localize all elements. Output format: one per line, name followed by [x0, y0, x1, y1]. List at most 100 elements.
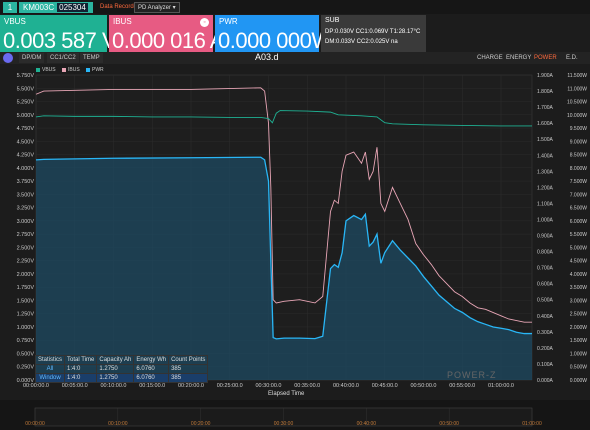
y-tick-amp: 1.300A	[537, 169, 554, 175]
legend-vbus-swatch	[36, 68, 40, 72]
x-tick: 00:55:00.0	[449, 383, 475, 389]
stats-cell: 6.0760	[133, 364, 170, 374]
stats-cell: 385	[168, 373, 209, 383]
main-chart[interactable]: 0.000V 0.250V 0.500V 0.750V 1.000V 1.250V 1.50…	[0, 64, 590, 400]
zero-current-icon[interactable]: ◦	[200, 18, 209, 27]
pwr-area	[36, 157, 532, 380]
stats-cell: 1.2750	[96, 364, 135, 374]
chart-title: A03.d	[255, 52, 279, 62]
chart-header: DP/DM CC1/CC2 TEMP A03.d CHARGE ENERGY P…	[0, 52, 590, 64]
x-tick: 00:40:00.0	[333, 383, 359, 389]
tab-charge[interactable]: CHARGE	[477, 55, 503, 61]
legend-pwr-label: PWR	[92, 67, 104, 73]
overview-tick: 00:50:00	[439, 421, 459, 427]
stats-cell: 1:4:0	[64, 373, 98, 383]
overview-tick: 00:00:00	[25, 421, 45, 427]
y-tick-amp: 1.000A	[537, 217, 554, 223]
y-tick-watt: 9.500W	[570, 126, 588, 132]
pd-analyzer-dropdown[interactable]: PD Analyzer ▾	[134, 2, 180, 13]
y-tick-volt: 4.000V	[17, 166, 35, 172]
y-tick-volt: 4.750V	[17, 126, 35, 132]
x-tick: 01:00:00.0	[488, 383, 514, 389]
y-tick-amp: 1.500A	[537, 137, 554, 143]
y-tick-amp: 0.700A	[537, 266, 554, 272]
y-tick-volt: 3.500V	[17, 192, 35, 198]
device-index[interactable]: 1	[3, 2, 17, 13]
vbus-value: 0.003 587 V	[3, 28, 117, 53]
tab-temp[interactable]: TEMP	[80, 53, 103, 63]
tab-power[interactable]: POWER	[534, 55, 557, 61]
x-tick: 00:35:00.0	[294, 383, 320, 389]
y-tick-amp: 0.600A	[537, 282, 554, 288]
y-tick-volt: 4.500V	[17, 139, 35, 145]
x-axis-label: Elapsed Time	[268, 391, 305, 397]
device-selector[interactable]: KM003C 025304	[19, 2, 93, 13]
stats-header: Count Points	[168, 355, 209, 365]
y-tick-watt: 2.500W	[570, 312, 588, 318]
y-tick-watt: 7.000W	[570, 192, 588, 198]
y-tick-watt: 3.500W	[570, 285, 588, 291]
ibus-meter: IBUS ◦ 0.000 016 A	[109, 15, 224, 53]
y-tick-volt: 1.750V	[17, 285, 35, 291]
sub-label: SUB	[325, 17, 340, 24]
y-tick-amp: 1.900A	[537, 73, 554, 79]
legend-vbus-label: VBUS	[42, 67, 56, 73]
y-tick-volt: 2.750V	[17, 232, 35, 238]
y-tick-volt: 3.250V	[17, 206, 35, 212]
pwr-value: 0.000 000W	[218, 28, 332, 53]
legend-pwr[interactable]: PWR	[86, 67, 104, 73]
y-tick-watt: 0.500W	[570, 365, 588, 371]
y-tick-watt: 6.500W	[570, 206, 588, 212]
y-tick-amp: 0.500A	[537, 298, 554, 304]
y-tick-watt: 10.000W	[567, 113, 587, 119]
tab-cc[interactable]: CC1/CC2	[47, 53, 79, 63]
y-tick-watt: 3.000W	[570, 298, 588, 304]
top-bar: 1 KM003C 025304 Data Recorder PD Analyzer…	[0, 0, 590, 14]
ibus-label: IBUS	[113, 17, 132, 26]
y-tick-amp: 0.100A	[537, 362, 554, 368]
data-recorder-button[interactable]: Data Recorder	[100, 4, 140, 10]
y-tick-amp: 1.700A	[537, 105, 554, 111]
sub-meter: SUB DP:0.030V CC1:0.069V T1:28.17°C DM:0…	[321, 15, 426, 52]
x-tick: 00:10:00.0	[101, 383, 127, 389]
y-tick-volt: 0.750V	[17, 338, 35, 344]
y-tick-volt: 5.000V	[17, 113, 35, 119]
x-tick: 00:15:00.0	[139, 383, 165, 389]
y-tick-amp: 0.400A	[537, 314, 554, 320]
y-tick-watt: 7.500W	[570, 179, 588, 185]
overview-tick: 00:40:00	[357, 421, 377, 427]
y-tick-watt: 6.000W	[570, 219, 588, 225]
tab-dpdm[interactable]: DP/DM	[19, 53, 45, 63]
y-tick-volt: 5.500V	[17, 86, 35, 92]
x-tick: 00:05:00.0	[62, 383, 88, 389]
y-tick-watt: 11.000W	[567, 86, 587, 92]
legend-vbus[interactable]: VBUS	[36, 67, 56, 73]
legend-pwr-swatch	[86, 68, 90, 72]
overview-timeline[interactable]: 00:00:00 00:10:00 00:20:00 00:30:00 00:40:00…	[0, 400, 590, 430]
chart-menu-icon[interactable]	[3, 53, 13, 63]
tab-ed[interactable]: E.D.	[566, 55, 578, 61]
y-tick-volt: 5.250V	[17, 100, 35, 106]
y-tick-volt: 5.750V	[17, 73, 35, 79]
legend-ibus[interactable]: IBUS	[62, 67, 80, 73]
x-tick: 00:25:00.0	[217, 383, 243, 389]
y-tick-amp: 0.900A	[537, 234, 554, 240]
stats-cell: 385	[168, 364, 209, 374]
legend-ibus-swatch	[62, 68, 66, 72]
y-tick-amp: 1.100A	[537, 201, 554, 207]
y-tick-watt: 4.000W	[570, 272, 588, 278]
tab-energy[interactable]: ENERGY	[506, 55, 532, 61]
vbus-label: VBUS	[4, 17, 26, 26]
y-tick-amp: 0.800A	[537, 250, 554, 256]
sub-row-1: DP:0.030V CC1:0.069V T1:28.17°C	[325, 29, 421, 35]
y-tick-watt: 8.500W	[570, 153, 588, 159]
series-line-ibus	[35, 87, 532, 323]
series-line-pwr	[35, 156, 532, 340]
x-tick: 00:20:00.0	[178, 383, 204, 389]
y-tick-watt: 2.000W	[570, 325, 588, 331]
y-tick-volt: 0.500V	[17, 351, 35, 357]
power-z-watermark: POWER-Z	[447, 370, 497, 380]
x-tick: 00:00:00.0	[23, 383, 49, 389]
pwr-label: PWR	[219, 17, 238, 26]
